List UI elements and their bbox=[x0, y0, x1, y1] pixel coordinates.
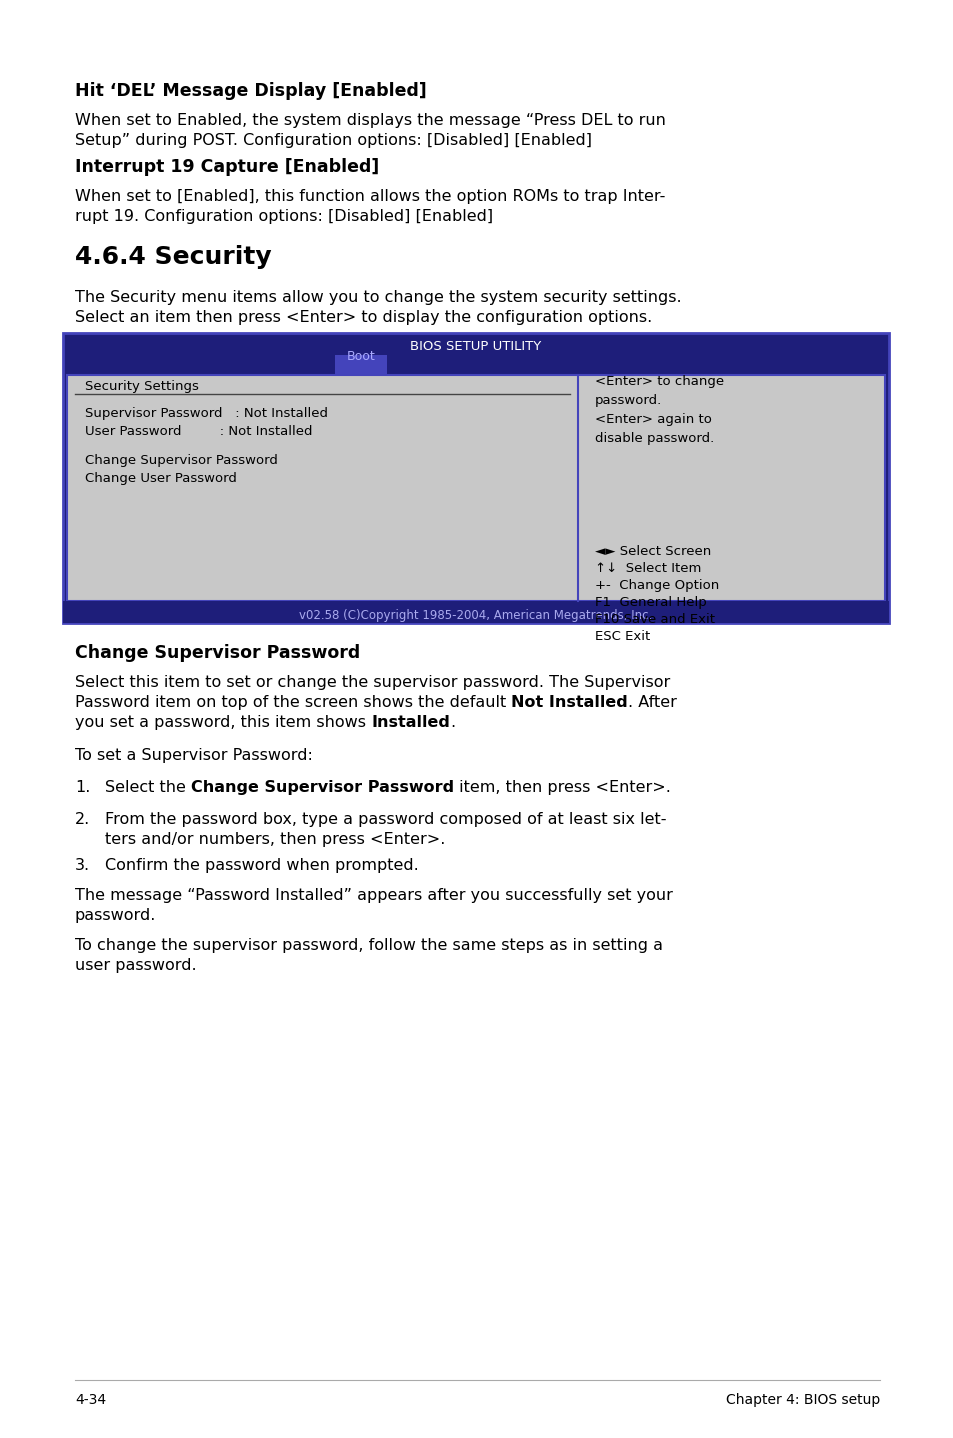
Text: v02.58 (C)Copyright 1985-2004, American Megatrends, Inc.: v02.58 (C)Copyright 1985-2004, American … bbox=[299, 608, 652, 621]
Text: password.: password. bbox=[595, 394, 661, 407]
Bar bbox=[67, 375, 884, 601]
Text: you set a password, this item shows: you set a password, this item shows bbox=[75, 715, 371, 731]
Text: When set to [Enabled], this function allows the option ROMs to trap Inter-: When set to [Enabled], this function all… bbox=[75, 188, 664, 204]
Text: F1  General Help: F1 General Help bbox=[595, 595, 706, 610]
Text: 1.: 1. bbox=[75, 779, 91, 795]
Text: ◄► Select Screen: ◄► Select Screen bbox=[595, 545, 711, 558]
Text: The message “Password Installed” appears after you successfully set your: The message “Password Installed” appears… bbox=[75, 889, 672, 903]
Text: F10 Save and Exit: F10 Save and Exit bbox=[595, 613, 714, 626]
Text: Change Supervisor Password: Change Supervisor Password bbox=[85, 454, 277, 467]
Text: <Enter> to change: <Enter> to change bbox=[595, 375, 723, 388]
Text: Change Supervisor Password: Change Supervisor Password bbox=[191, 779, 454, 795]
Text: Chapter 4: BIOS setup: Chapter 4: BIOS setup bbox=[725, 1393, 879, 1406]
Text: From the password box, type a password composed of at least six let-: From the password box, type a password c… bbox=[105, 812, 666, 827]
Text: disable password.: disable password. bbox=[595, 431, 714, 444]
Text: The Security menu items allow you to change the system security settings.: The Security menu items allow you to cha… bbox=[75, 290, 680, 305]
Text: To change the supervisor password, follow the same steps as in setting a: To change the supervisor password, follo… bbox=[75, 938, 662, 953]
Text: Setup” during POST. Configuration options: [Disabled] [Enabled]: Setup” during POST. Configuration option… bbox=[75, 132, 592, 148]
Text: Boot: Boot bbox=[346, 351, 375, 364]
Text: Confirm the password when prompted.: Confirm the password when prompted. bbox=[105, 858, 418, 873]
Text: Hit ‘DEL’ Message Display [Enabled]: Hit ‘DEL’ Message Display [Enabled] bbox=[75, 82, 426, 101]
Text: Password item on top of the screen shows the default: Password item on top of the screen shows… bbox=[75, 695, 511, 710]
Text: password.: password. bbox=[75, 907, 156, 923]
Text: BIOS SETUP UTILITY: BIOS SETUP UTILITY bbox=[410, 341, 541, 354]
Bar bbox=[63, 601, 888, 623]
Text: 2.: 2. bbox=[75, 812, 91, 827]
Text: 4-34: 4-34 bbox=[75, 1393, 106, 1406]
Text: Supervisor Password   : Not Installed: Supervisor Password : Not Installed bbox=[85, 407, 328, 420]
Bar bbox=[63, 334, 888, 623]
Text: Change User Password: Change User Password bbox=[85, 472, 236, 485]
Text: Security Settings: Security Settings bbox=[85, 380, 198, 393]
Text: Change Supervisor Password: Change Supervisor Password bbox=[75, 644, 360, 661]
Text: ESC Exit: ESC Exit bbox=[595, 630, 650, 643]
Text: ↑↓  Select Item: ↑↓ Select Item bbox=[595, 562, 700, 575]
Text: rupt 19. Configuration options: [Disabled] [Enabled]: rupt 19. Configuration options: [Disable… bbox=[75, 209, 493, 224]
Text: User Password         : Not Installed: User Password : Not Installed bbox=[85, 426, 313, 439]
Text: To set a Supervisor Password:: To set a Supervisor Password: bbox=[75, 748, 313, 764]
Text: When set to Enabled, the system displays the message “Press DEL to run: When set to Enabled, the system displays… bbox=[75, 114, 665, 128]
Text: +-  Change Option: +- Change Option bbox=[595, 580, 719, 592]
Text: Select this item to set or change the supervisor password. The Supervisor: Select this item to set or change the su… bbox=[75, 674, 670, 690]
Text: 4.6.4 Security: 4.6.4 Security bbox=[75, 244, 272, 269]
Text: Interrupt 19 Capture [Enabled]: Interrupt 19 Capture [Enabled] bbox=[75, 158, 379, 175]
Text: user password.: user password. bbox=[75, 958, 196, 974]
Text: <Enter> again to: <Enter> again to bbox=[595, 413, 711, 426]
Bar bbox=[335, 355, 387, 375]
Text: Installed: Installed bbox=[371, 715, 450, 731]
Text: item, then press <Enter>.: item, then press <Enter>. bbox=[454, 779, 670, 795]
Text: .: . bbox=[450, 715, 455, 731]
Text: . After: . After bbox=[627, 695, 677, 710]
Text: Select the: Select the bbox=[105, 779, 191, 795]
Text: Select an item then press <Enter> to display the configuration options.: Select an item then press <Enter> to dis… bbox=[75, 311, 652, 325]
Text: 3.: 3. bbox=[75, 858, 90, 873]
Text: Not Installed: Not Installed bbox=[511, 695, 627, 710]
Text: ters and/or numbers, then press <Enter>.: ters and/or numbers, then press <Enter>. bbox=[105, 833, 445, 847]
